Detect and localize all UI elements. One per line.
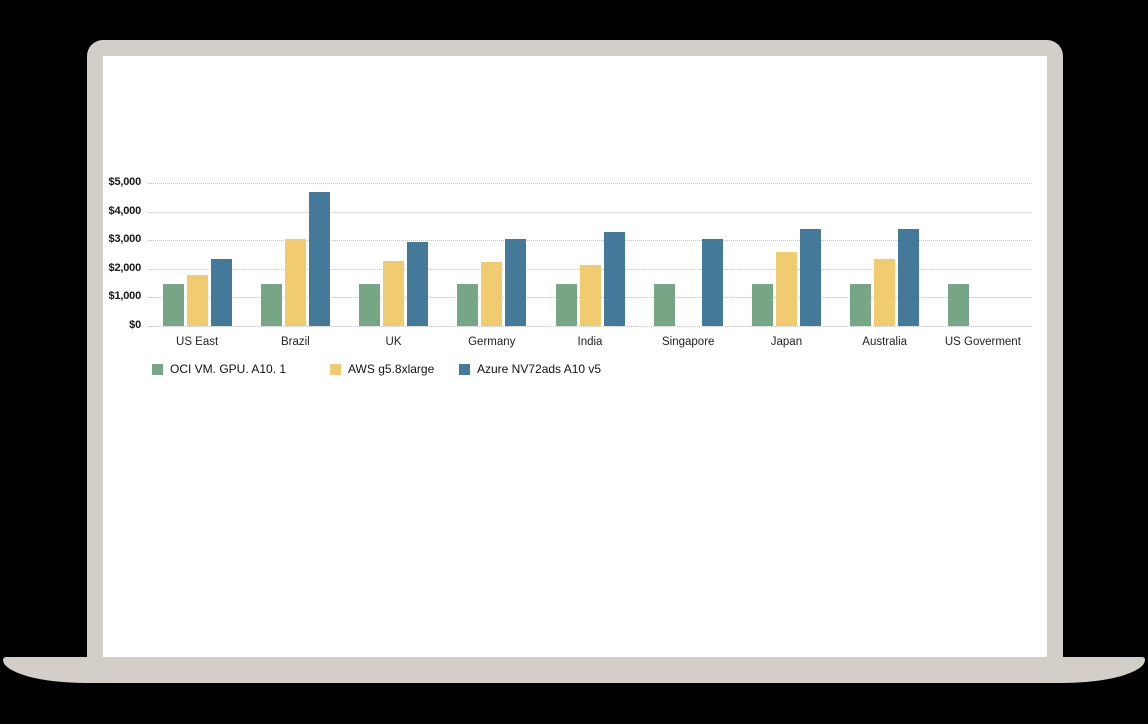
- legend-label: OCI VM. GPU. A10. 1: [170, 362, 287, 376]
- bar: [579, 264, 601, 326]
- bar: [948, 284, 970, 326]
- bar: [284, 238, 306, 326]
- legend-label: AWS g5.8xlarge: [348, 362, 435, 376]
- bar: [162, 284, 184, 326]
- legend-swatch-icon: [152, 363, 163, 375]
- bar: [457, 284, 479, 326]
- x-category-label: Brazil: [280, 336, 310, 348]
- legend-item: Azure NV72ads A10 v5: [459, 362, 601, 376]
- bar: [898, 228, 920, 326]
- x-category-label: India: [577, 336, 603, 348]
- bar: [210, 258, 232, 326]
- x-category-label: US East: [176, 336, 219, 348]
- bar: [505, 238, 527, 326]
- bar: [653, 284, 675, 326]
- legend-label: Azure NV72ads A10 v5: [477, 362, 602, 376]
- legend-swatch-icon: [459, 363, 470, 375]
- bar: [799, 228, 821, 326]
- bar: [701, 238, 723, 326]
- gridline: [148, 211, 1032, 213]
- x-category-label: Japan: [770, 336, 803, 348]
- x-category-label: Australia: [862, 336, 908, 348]
- gridline: [148, 240, 1032, 242]
- bar: [186, 274, 208, 326]
- y-tick-label: $4,000: [108, 204, 142, 217]
- gridline: [148, 326, 1032, 327]
- x-category-label: Germany: [468, 336, 516, 348]
- bar: [775, 251, 797, 326]
- gpu-price-comparison-chart: $0 $1,000 $2,000 $3,000 $4,000 $5,000 US East…: [103, 56, 1047, 657]
- bar: [751, 284, 773, 326]
- legend-swatch-icon: [330, 363, 341, 375]
- bar: [555, 284, 577, 326]
- bar: [603, 231, 625, 326]
- bar: [260, 284, 282, 326]
- laptop-screen: $0 $1,000 $2,000 $3,000 $4,000 $5,000 US East…: [103, 56, 1047, 657]
- bar: [874, 258, 896, 326]
- laptop-base: [3, 657, 1145, 683]
- bar: [359, 284, 381, 326]
- legend-item: AWS g5.8xlarge: [330, 362, 434, 376]
- y-tick-label: $0: [129, 319, 141, 331]
- x-category-label: Singapore: [662, 336, 715, 348]
- bar: [383, 260, 405, 326]
- y-tick-label: $3,000: [108, 233, 142, 246]
- bar: [407, 241, 429, 326]
- laptop-bezel: $0 $1,000 $2,000 $3,000 $4,000 $5,000 US East…: [87, 40, 1063, 657]
- x-category-label: UK: [385, 336, 402, 348]
- bar: [850, 284, 872, 326]
- bar: [308, 191, 330, 326]
- y-tick-label: $1,000: [108, 290, 142, 303]
- gridline: [148, 183, 1032, 184]
- y-tick-label: $5,000: [108, 176, 142, 188]
- y-tick-label: $2,000: [108, 261, 142, 274]
- x-category-label: US Goverment: [944, 336, 1021, 348]
- legend-item: OCI VM. GPU. A10. 1: [152, 362, 286, 376]
- bar: [481, 261, 503, 326]
